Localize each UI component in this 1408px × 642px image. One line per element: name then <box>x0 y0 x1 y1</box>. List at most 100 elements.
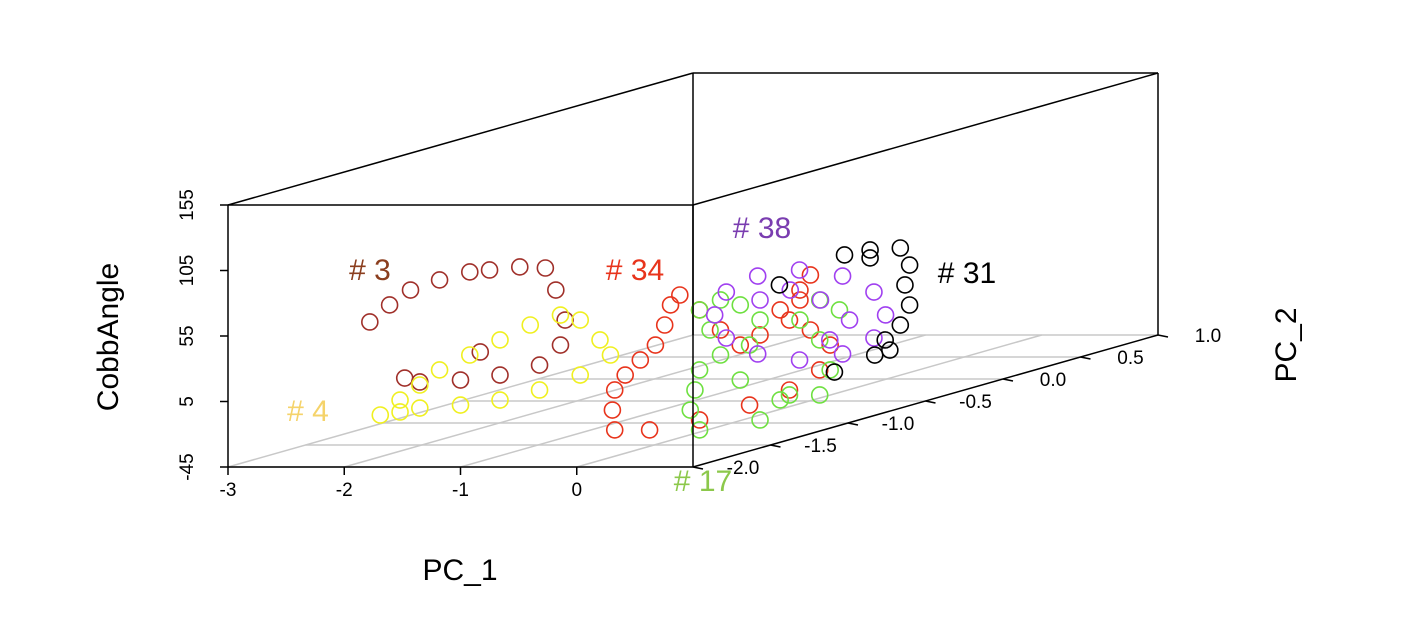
data-point <box>430 361 449 379</box>
tick-mark <box>1080 356 1091 360</box>
data-point <box>646 336 665 354</box>
data-point <box>491 391 509 409</box>
data-point <box>820 331 839 349</box>
z-tick-label: 5 <box>177 396 198 407</box>
data-point <box>686 381 704 399</box>
data-point <box>395 369 414 387</box>
y-axis-title: PC_2 <box>1270 307 1303 382</box>
data-point <box>881 341 899 359</box>
data-point <box>391 403 409 421</box>
data-point <box>711 346 730 364</box>
data-point <box>571 311 590 329</box>
data-point <box>460 346 479 364</box>
data-point <box>530 356 549 374</box>
data-point <box>780 381 799 399</box>
data-point <box>460 263 479 281</box>
series-label: # 31 <box>938 257 996 290</box>
data-point <box>861 249 879 267</box>
data-point <box>690 361 709 379</box>
tick-mark <box>692 466 704 470</box>
data-point <box>510 258 529 276</box>
data-point <box>571 366 590 384</box>
data-point <box>830 301 849 319</box>
data-point <box>491 366 509 384</box>
y-tick-label: -2.0 <box>727 458 760 479</box>
data-point <box>411 399 429 417</box>
data-point <box>671 286 689 304</box>
box-edge <box>227 72 694 206</box>
data-point <box>655 316 674 334</box>
data-point <box>401 281 420 299</box>
data-point <box>731 336 750 354</box>
data-point <box>717 283 736 301</box>
data-point <box>631 351 650 369</box>
data-point <box>690 411 709 429</box>
x-axis-title: PC_1 <box>422 554 497 587</box>
y-tick-label: -1.5 <box>804 436 837 457</box>
data-point <box>835 246 854 264</box>
data-point <box>640 421 659 439</box>
y-tick-label: -0.5 <box>959 392 992 413</box>
data-point <box>430 271 449 289</box>
series-label: # 3 <box>349 254 391 287</box>
data-point <box>791 281 809 299</box>
data-point <box>705 306 724 324</box>
data-point <box>900 296 919 314</box>
z-tick-label: 155 <box>177 189 198 221</box>
x-tick-label: 0 <box>571 480 582 501</box>
data-point <box>748 345 767 363</box>
data-point <box>781 281 800 299</box>
data-point <box>471 343 490 361</box>
data-point <box>790 261 809 279</box>
data-point <box>825 363 844 381</box>
data-point <box>480 261 499 279</box>
data-point <box>833 267 852 285</box>
data-point <box>811 291 830 309</box>
data-point <box>751 311 769 329</box>
data-point <box>810 361 829 379</box>
data-point <box>551 306 570 324</box>
data-point <box>876 331 895 349</box>
data-point <box>751 411 769 429</box>
data-point <box>551 336 570 354</box>
y-tick-label: 0.0 <box>1040 370 1066 391</box>
data-point <box>791 311 809 329</box>
tick-mark <box>1157 334 1169 338</box>
data-point <box>591 331 609 349</box>
tick-mark <box>925 400 936 404</box>
x-tick-label: -3 <box>220 480 237 501</box>
y-tick-label: -1.0 <box>882 414 915 435</box>
series-label: # 17 <box>674 465 732 498</box>
data-point <box>780 386 799 404</box>
data-point <box>451 396 470 414</box>
data-point <box>770 276 789 294</box>
data-point <box>530 381 549 399</box>
data-point <box>681 401 700 419</box>
tick-mark <box>847 422 859 426</box>
data-point <box>896 276 914 294</box>
z-tick-label: -45 <box>177 453 198 480</box>
data-point <box>371 406 390 424</box>
data-point <box>391 391 409 409</box>
y-tick-label: 0.5 <box>1117 348 1143 369</box>
data-point <box>361 313 379 331</box>
data-point <box>865 329 883 347</box>
series-label: # 34 <box>606 254 664 287</box>
data-point <box>771 301 789 319</box>
data-point <box>690 301 709 319</box>
data-point <box>547 281 565 299</box>
tick-mark <box>1002 378 1014 382</box>
series-label: # 38 <box>733 212 791 245</box>
data-point <box>536 259 555 277</box>
data-point <box>740 396 759 414</box>
data-point <box>810 331 829 349</box>
box-edge <box>692 72 1159 206</box>
data-point <box>661 296 680 314</box>
x-tick-label: -1 <box>452 480 469 501</box>
series-label: # 4 <box>287 395 329 428</box>
data-point <box>603 401 622 419</box>
data-point <box>521 316 540 334</box>
data-point <box>791 291 809 309</box>
data-point <box>731 371 750 389</box>
